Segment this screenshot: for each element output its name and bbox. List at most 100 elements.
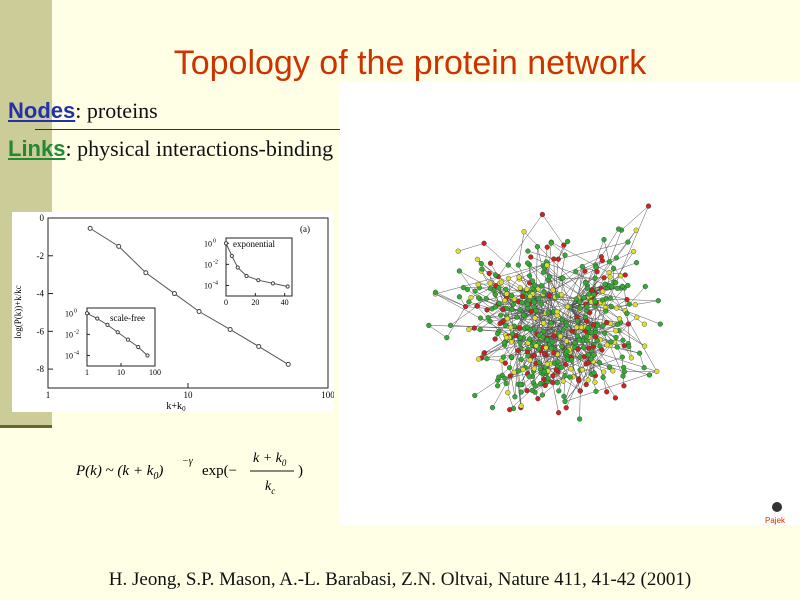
slide-title: Topology of the protein network xyxy=(173,44,647,82)
network-node xyxy=(594,269,600,275)
network-node xyxy=(525,260,531,266)
network-node xyxy=(472,392,478,399)
network-edge xyxy=(495,306,518,318)
network-node xyxy=(607,274,613,280)
network-node xyxy=(544,337,550,343)
network-edge xyxy=(616,241,629,259)
network-node xyxy=(492,304,499,310)
network-node xyxy=(509,306,515,312)
network-node xyxy=(481,240,487,246)
network-node xyxy=(460,285,467,291)
network-node xyxy=(578,324,585,331)
network-node xyxy=(622,272,628,278)
network-edge xyxy=(544,267,611,346)
network-node xyxy=(618,273,624,279)
scalefree-inset-x-tick-label: 1 xyxy=(85,368,89,377)
network-node xyxy=(496,285,502,291)
network-node xyxy=(533,308,539,314)
network-edge xyxy=(609,345,624,377)
network-node xyxy=(613,334,619,341)
network-edge xyxy=(601,228,619,257)
network-node xyxy=(609,284,615,290)
network-node xyxy=(504,316,510,322)
network-edge xyxy=(609,230,622,262)
network-node xyxy=(596,360,603,366)
network-node xyxy=(581,295,587,301)
left-decor-line xyxy=(0,425,52,428)
network-node xyxy=(561,393,567,400)
main-data-point xyxy=(116,243,122,249)
network-node xyxy=(502,375,508,382)
scalefree-inset-data-point xyxy=(84,311,90,316)
network-node xyxy=(447,322,454,329)
links-line: Links: physical interactions-binding xyxy=(8,136,333,162)
network-node xyxy=(569,357,575,363)
network-node xyxy=(646,372,653,378)
network-node xyxy=(572,340,578,346)
network-node xyxy=(562,398,568,405)
network-edge xyxy=(621,205,649,231)
network-edge xyxy=(486,309,502,323)
network-node xyxy=(564,304,571,310)
network-node xyxy=(524,388,530,394)
network-node xyxy=(581,354,588,360)
protein-network-visualization: Pajek xyxy=(340,82,800,525)
main-x-axis-label: k+k0 xyxy=(166,401,186,412)
network-node xyxy=(573,296,579,302)
scalefree-inset-y-tick-label: 10 xyxy=(65,309,73,318)
scalefree-inset-data-point xyxy=(115,330,120,335)
network-node xyxy=(502,360,508,366)
network-node xyxy=(535,396,541,402)
network-node xyxy=(487,285,493,292)
network-edge xyxy=(458,243,485,252)
network-node xyxy=(515,348,521,354)
network-node xyxy=(631,248,637,255)
network-node xyxy=(538,301,545,307)
network-node xyxy=(574,324,580,330)
distribution-formula: P(k) ~ (k + k0) −γ exp(− k + k0 kc ) xyxy=(70,440,370,500)
network-node xyxy=(524,324,530,330)
network-node xyxy=(607,295,614,301)
formula-numerator: k + k0 xyxy=(253,451,287,468)
network-node xyxy=(484,356,490,362)
network-node xyxy=(466,326,472,333)
network-edge xyxy=(575,260,603,272)
network-node xyxy=(597,343,603,349)
network-node xyxy=(601,275,607,281)
network-edge xyxy=(569,282,586,308)
network-node xyxy=(602,281,608,287)
exponential-inset-data-point xyxy=(270,281,276,286)
pajek-credit: Pajek xyxy=(765,516,786,525)
scalefree-inset-data-point xyxy=(105,322,110,327)
network-node xyxy=(518,389,524,395)
network-edge xyxy=(518,370,522,406)
formula-close: ) xyxy=(298,463,303,479)
network-node xyxy=(528,309,534,315)
network-edge xyxy=(527,298,539,344)
network-edge xyxy=(560,255,566,279)
network-node xyxy=(613,255,620,261)
network-node xyxy=(559,344,565,350)
network-node xyxy=(481,350,488,356)
network-node xyxy=(517,285,523,291)
network-node xyxy=(601,369,607,375)
network-node xyxy=(621,343,627,349)
network-node xyxy=(519,300,525,306)
network-node xyxy=(533,383,539,389)
network-node xyxy=(505,262,511,268)
network-node xyxy=(558,365,564,371)
network-node xyxy=(619,283,626,289)
network-node xyxy=(588,330,595,336)
main-y-axis-label: log(P(k))+k/kc xyxy=(13,285,23,339)
network-node xyxy=(560,275,566,281)
network-edge xyxy=(508,258,559,279)
main-y-tick-label: -8 xyxy=(37,364,45,374)
network-edge xyxy=(579,369,587,385)
network-edge xyxy=(579,390,581,420)
network-node xyxy=(487,280,493,286)
network-edge xyxy=(478,297,507,309)
network-node xyxy=(432,289,439,295)
network-node xyxy=(564,338,570,344)
network-node xyxy=(517,307,523,313)
network-node xyxy=(602,330,608,336)
